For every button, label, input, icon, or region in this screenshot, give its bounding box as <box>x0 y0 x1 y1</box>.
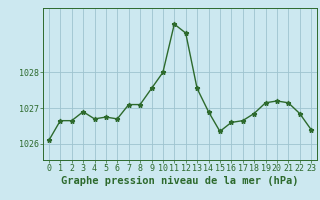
X-axis label: Graphe pression niveau de la mer (hPa): Graphe pression niveau de la mer (hPa) <box>61 176 299 186</box>
